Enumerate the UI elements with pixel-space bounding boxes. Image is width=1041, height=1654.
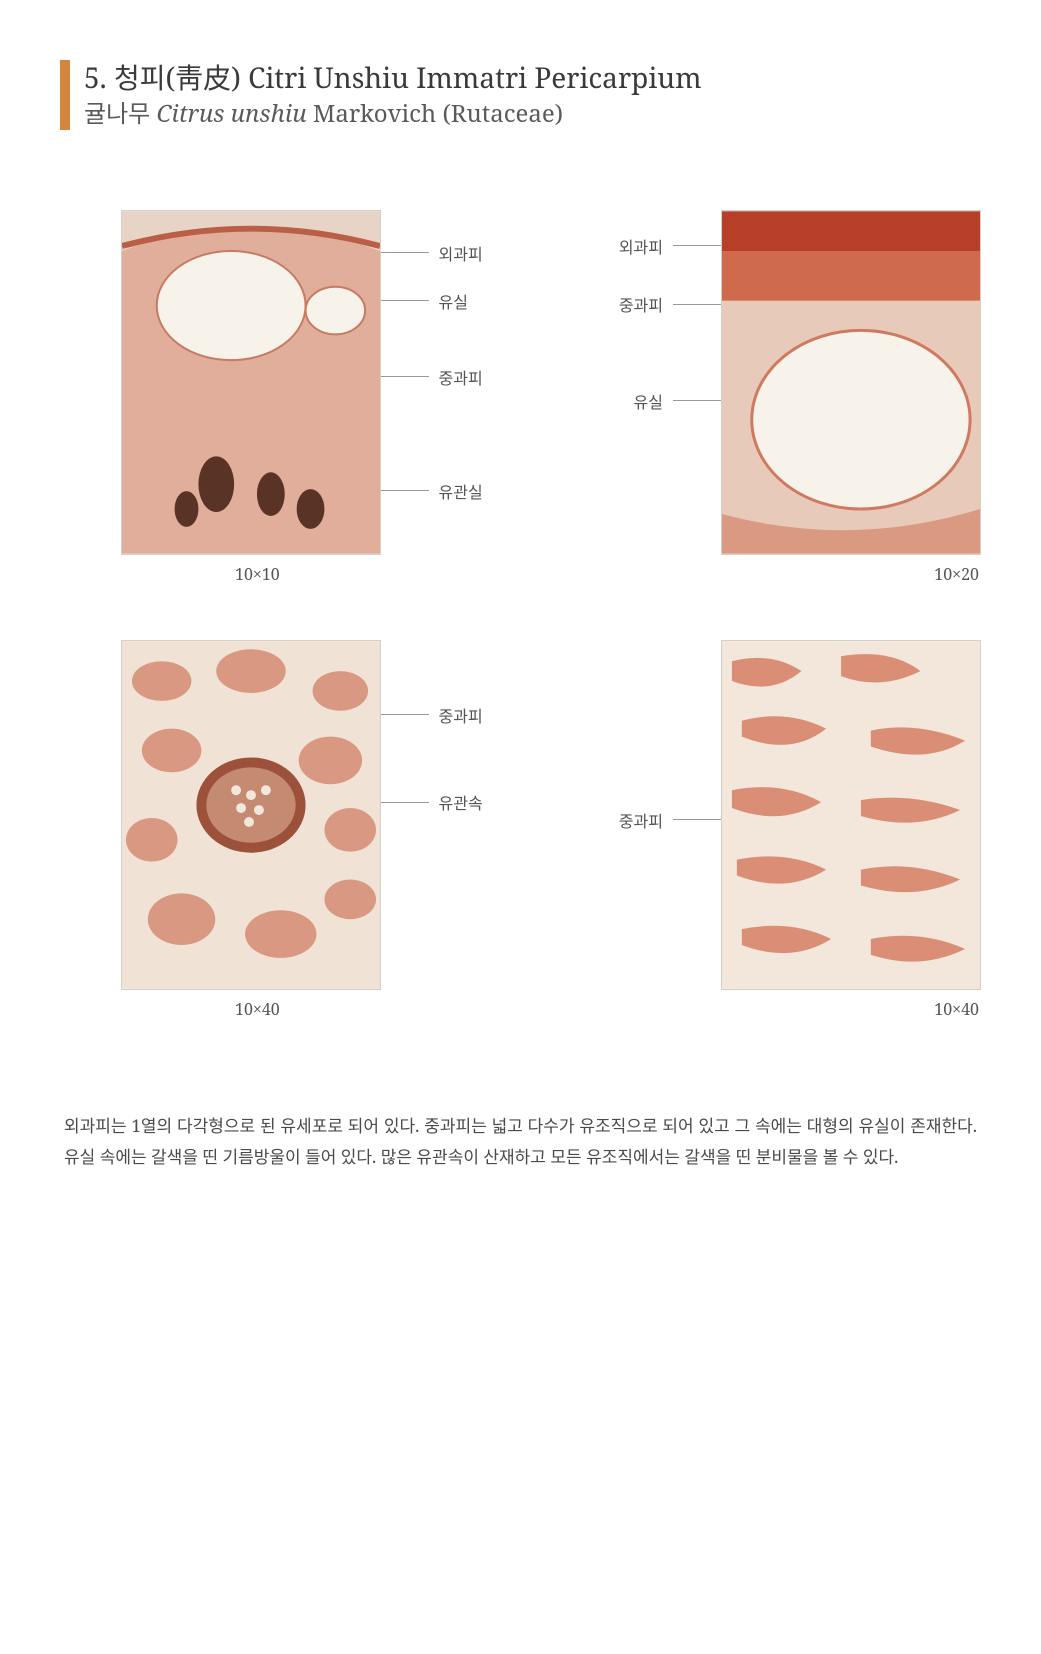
annotation: 중과피 xyxy=(619,808,721,832)
annotation-text: 중과피 xyxy=(439,703,483,727)
annotation-text: 유실 xyxy=(439,289,468,313)
section-number: 5. xyxy=(84,59,107,97)
figure-cell: 외과피 중과피 유실 10×20 xyxy=(546,210,982,585)
figure-cell: 중과피 유관속 10×40 xyxy=(60,640,496,1020)
annotation: 유관속 xyxy=(381,790,483,814)
leader-line xyxy=(381,802,429,803)
annotation: 중과피 xyxy=(381,365,483,389)
header-text: 5. 청피(靑皮) Citri Unshiu Immatri Pericarpi… xyxy=(84,60,702,130)
section-header: 5. 청피(靑皮) Citri Unshiu Immatri Pericarpi… xyxy=(60,60,981,130)
annotation-text: 유관속 xyxy=(439,790,483,814)
magnification-label: 10×40 xyxy=(235,998,282,1020)
annotation: 외과피 xyxy=(381,241,483,265)
leader-line xyxy=(673,245,721,246)
figure-cell: 외과피 유실 중과피 유관실 10×10 xyxy=(60,210,496,585)
leader-line xyxy=(381,376,429,377)
microscopy-photo xyxy=(121,210,381,555)
figure-cell: 중과피 10×40 xyxy=(546,640,982,1020)
plant-name-latin: Citrus unshiu xyxy=(157,97,307,130)
plant-name-kr: 귤나무 xyxy=(84,97,150,130)
magnification-label: 10×40 xyxy=(934,998,981,1020)
microscopy-svg xyxy=(122,211,380,554)
figure-wrap: 중과피 xyxy=(606,640,981,990)
magnification-label: 10×20 xyxy=(934,563,981,585)
section-name-kr: 청피(靑皮) xyxy=(114,59,241,97)
annotation-text: 유관실 xyxy=(439,479,483,503)
annotation: 외과피 xyxy=(619,234,721,258)
annotation-text: 유실 xyxy=(634,389,663,413)
leader-line xyxy=(673,400,721,401)
annotation: 유관실 xyxy=(381,479,483,503)
microscopy-photo xyxy=(721,210,981,555)
annotation: 유실 xyxy=(381,289,468,313)
section-name-latin: Citri Unshiu Immatri Pericarpium xyxy=(248,59,701,97)
microscopy-svg xyxy=(122,641,380,989)
leader-line xyxy=(673,304,721,305)
microscopy-svg xyxy=(722,211,980,554)
figure-wrap: 외과피 중과피 유실 xyxy=(606,210,981,555)
annotation: 중과피 xyxy=(381,703,483,727)
figures-grid: 외과피 유실 중과피 유관실 10×10 xyxy=(60,210,981,1020)
annotation-column: 외과피 중과피 유실 xyxy=(606,210,721,555)
accent-bar xyxy=(60,60,70,130)
magnification-label: 10×10 xyxy=(235,563,282,585)
annotation-text: 중과피 xyxy=(439,365,483,389)
annotation-text: 외과피 xyxy=(619,234,663,258)
description-paragraph: 외과피는 1열의 다각형으로 된 유세포로 되어 있다. 중과피는 넓고 다수가… xyxy=(60,1110,981,1173)
annotation: 유실 xyxy=(634,389,721,413)
microscopy-photo xyxy=(721,640,981,990)
section-subtitle: 귤나무 Citrus unshiu Markovich (Rutaceae) xyxy=(84,98,702,129)
section-title: 5. 청피(靑皮) Citri Unshiu Immatri Pericarpi… xyxy=(84,60,702,96)
annotation: 중과피 xyxy=(619,292,721,316)
annotation-text: 외과피 xyxy=(439,241,483,265)
microscopy-photo xyxy=(121,640,381,990)
plant-authority: Markovich (Rutaceae) xyxy=(313,97,563,130)
figure-wrap: 중과피 유관속 xyxy=(121,640,496,990)
annotation-text: 중과피 xyxy=(619,292,663,316)
figure-wrap: 외과피 유실 중과피 유관실 xyxy=(121,210,496,555)
leader-line xyxy=(381,252,429,253)
leader-line xyxy=(381,714,429,715)
annotation-column: 중과피 xyxy=(606,640,721,990)
annotation-column: 중과피 유관속 xyxy=(381,640,496,990)
annotation-text: 중과피 xyxy=(619,808,663,832)
leader-line xyxy=(381,300,429,301)
microscopy-svg xyxy=(722,641,980,989)
leader-line xyxy=(381,490,429,491)
leader-line xyxy=(673,819,721,820)
annotation-column: 외과피 유실 중과피 유관실 xyxy=(381,210,496,555)
